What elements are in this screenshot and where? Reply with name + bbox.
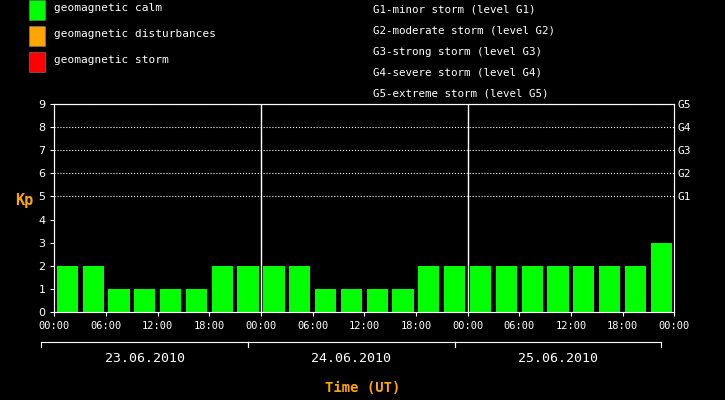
Text: 24.06.2010: 24.06.2010	[312, 352, 392, 364]
Bar	[186, 289, 207, 312]
Bar	[238, 266, 259, 312]
Text: geomagnetic disturbances: geomagnetic disturbances	[54, 29, 215, 39]
Text: G4-severe storm (level G4): G4-severe storm (level G4)	[373, 68, 542, 78]
Text: G2-moderate storm (level G2): G2-moderate storm (level G2)	[373, 26, 555, 36]
Text: G3-strong storm (level G3): G3-strong storm (level G3)	[373, 47, 542, 57]
Text: Time (UT): Time (UT)	[325, 381, 400, 395]
Bar	[573, 266, 594, 312]
Bar	[444, 266, 465, 312]
Bar	[496, 266, 517, 312]
Bar	[263, 266, 284, 312]
Text: geomagnetic calm: geomagnetic calm	[54, 3, 162, 13]
Bar	[160, 289, 181, 312]
Bar	[134, 289, 155, 312]
Bar	[341, 289, 362, 312]
Bar	[108, 289, 130, 312]
Text: geomagnetic storm: geomagnetic storm	[54, 55, 168, 65]
Bar	[651, 243, 672, 312]
Bar	[392, 289, 414, 312]
Text: G1-minor storm (level G1): G1-minor storm (level G1)	[373, 5, 536, 15]
Bar	[599, 266, 621, 312]
Bar	[625, 266, 646, 312]
Bar	[212, 266, 233, 312]
Text: G5-extreme storm (level G5): G5-extreme storm (level G5)	[373, 88, 549, 98]
Bar	[83, 266, 104, 312]
Text: 23.06.2010: 23.06.2010	[105, 352, 185, 364]
Bar	[315, 289, 336, 312]
Bar	[289, 266, 310, 312]
Bar	[418, 266, 439, 312]
Bar	[57, 266, 78, 312]
Text: 25.06.2010: 25.06.2010	[518, 352, 598, 364]
Y-axis label: Kp: Kp	[15, 193, 33, 208]
Bar	[521, 266, 543, 312]
Bar	[470, 266, 491, 312]
Bar	[547, 266, 568, 312]
Bar	[367, 289, 388, 312]
